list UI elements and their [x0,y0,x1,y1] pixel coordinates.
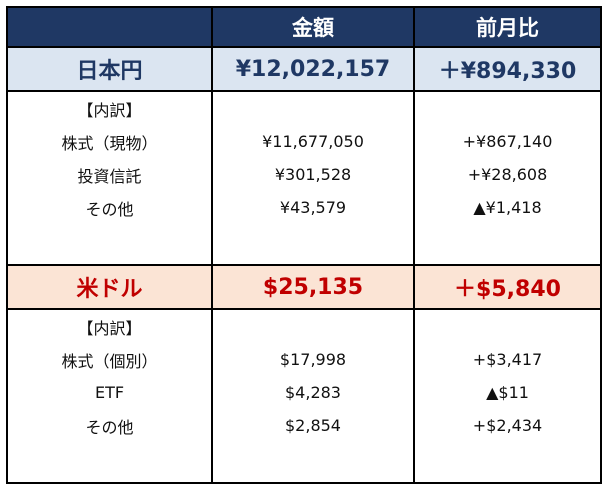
jpy-change: ＋¥894,330 [413,47,602,92]
row-amount: $4,283 [211,376,414,409]
row-amount: $2,854 [211,409,414,442]
usd-breakdown-label-row: 【内訳】 [6,309,602,343]
row-amount: ¥301,528 [211,158,414,191]
usd-change: ＋$5,840 [413,265,602,310]
jpy-spacer-row [6,224,602,266]
row-change: ▲¥1,418 [413,191,602,224]
usd-amount: $25,135 [211,265,414,310]
row-name: 投資信託 [6,158,212,191]
header-amount: 金額 [211,6,414,48]
jpy-breakdown-label-row: 【内訳】 [6,91,602,125]
table-row: 株式（個別） $17,998 +$3,417 [6,343,602,376]
header-blank-cell [6,6,212,48]
header-row: 金額 前月比 [6,6,602,48]
row-name: 株式（個別） [6,343,212,376]
jpy-total-row: 日本円 ¥12,022,157 ＋¥894,330 [6,47,602,92]
usd-spacer-row [6,442,602,484]
table-row: その他 ¥43,579 ▲¥1,418 [6,191,602,224]
jpy-breakdown-label: 【内訳】 [6,91,212,125]
header-change: 前月比 [413,6,602,48]
jpy-amount: ¥12,022,157 [211,47,414,92]
table-row: 株式（現物） ¥11,677,050 +¥867,140 [6,125,602,158]
row-amount: $17,998 [211,343,414,376]
jpy-name: 日本円 [6,47,212,92]
row-change: +$2,434 [413,409,602,442]
usd-name: 米ドル [6,265,212,310]
table-row: ETF $4,283 ▲$11 [6,376,602,409]
row-name: その他 [6,409,212,442]
row-amount: ¥43,579 [211,191,414,224]
row-name: その他 [6,191,212,224]
row-change: +$3,417 [413,343,602,376]
table-row: その他 $2,854 +$2,434 [6,409,602,442]
asset-summary-table: 金額 前月比 日本円 ¥12,022,157 ＋¥894,330 【内訳】 株式… [6,6,602,484]
row-change: +¥867,140 [413,125,602,158]
row-change: ▲$11 [413,376,602,409]
row-name: 株式（現物） [6,125,212,158]
usd-total-row: 米ドル $25,135 ＋$5,840 [6,265,602,310]
asset-summary-sheet: 金額 前月比 日本円 ¥12,022,157 ＋¥894,330 【内訳】 株式… [6,6,602,484]
row-amount: ¥11,677,050 [211,125,414,158]
row-change: +¥28,608 [413,158,602,191]
row-name: ETF [6,376,212,409]
table-row: 投資信託 ¥301,528 +¥28,608 [6,158,602,191]
usd-breakdown-label: 【内訳】 [6,309,212,343]
